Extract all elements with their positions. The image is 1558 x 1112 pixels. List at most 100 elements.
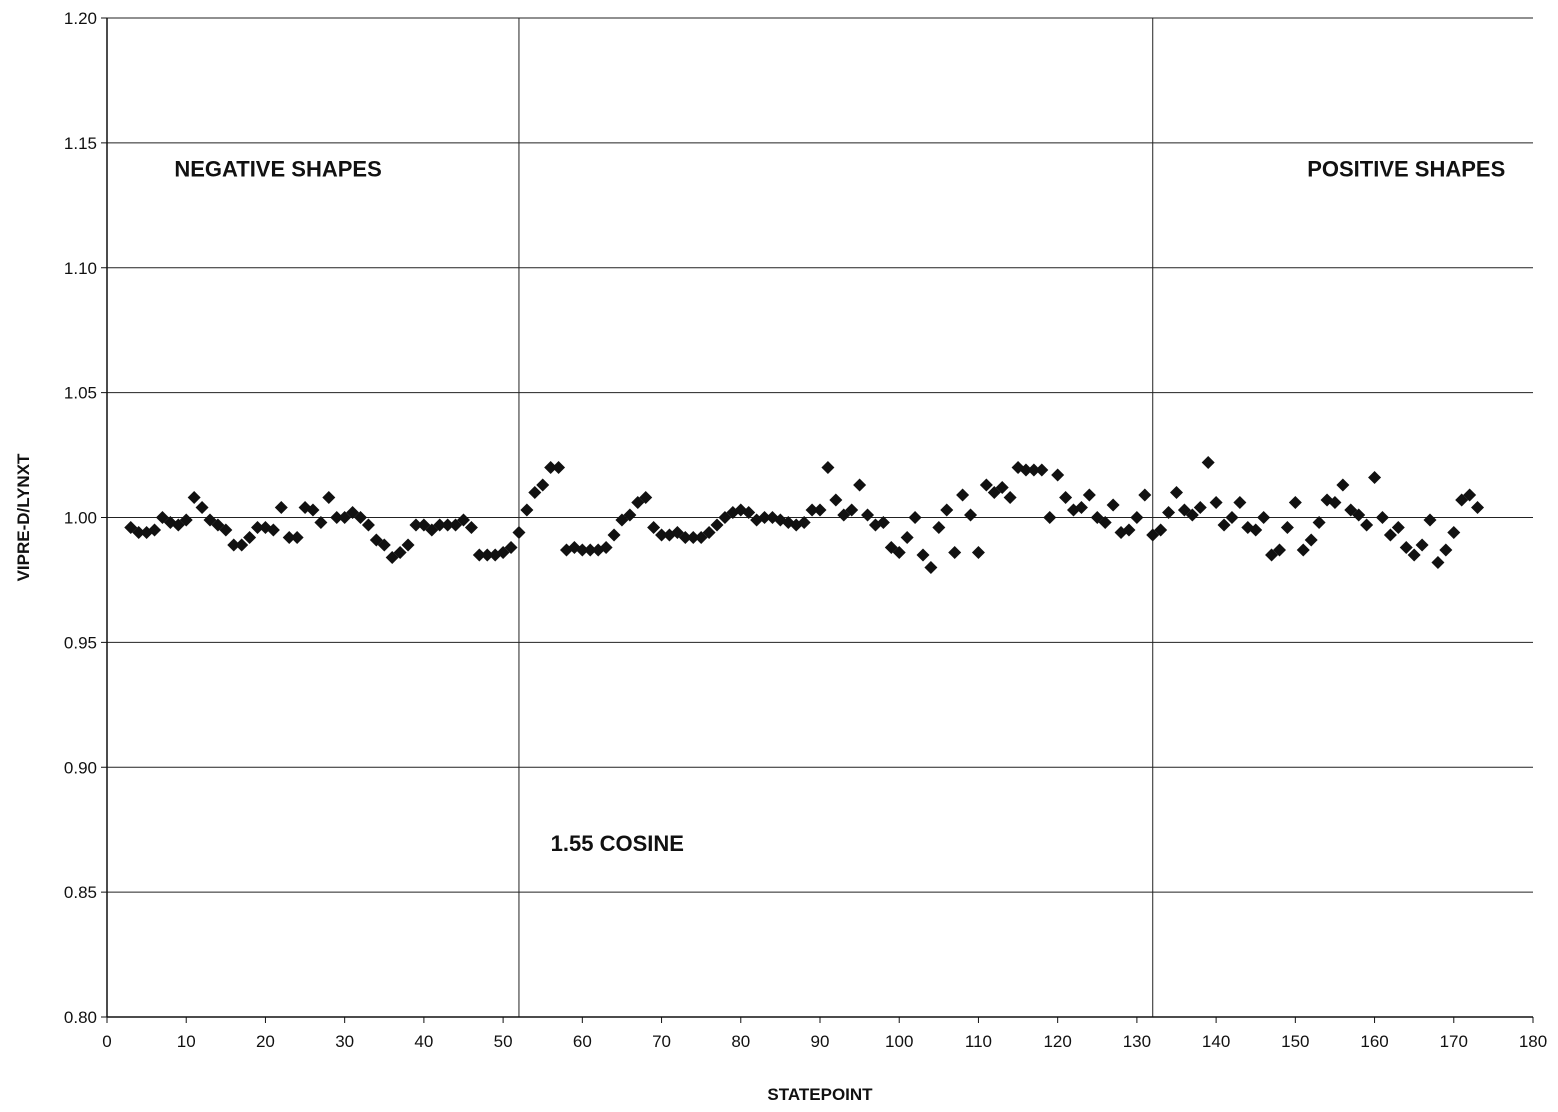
data-point bbox=[1368, 471, 1382, 485]
data-point bbox=[1352, 508, 1366, 522]
data-point bbox=[1059, 491, 1073, 505]
x-tick-label: 160 bbox=[1360, 1032, 1388, 1051]
x-tick-label: 90 bbox=[811, 1032, 830, 1051]
data-point bbox=[1233, 496, 1247, 510]
data-point bbox=[1201, 456, 1215, 470]
data-point bbox=[409, 518, 423, 532]
data-point bbox=[1280, 520, 1294, 534]
data-point bbox=[805, 503, 819, 517]
data-point bbox=[1122, 523, 1136, 537]
data-point bbox=[512, 525, 526, 539]
data-point bbox=[441, 518, 455, 532]
y-tick-label: 0.90 bbox=[64, 758, 97, 777]
data-point bbox=[639, 491, 653, 505]
data-point bbox=[979, 478, 993, 492]
data-point bbox=[377, 538, 391, 552]
data-point bbox=[956, 488, 970, 502]
data-point bbox=[1193, 501, 1207, 515]
x-tick-label: 70 bbox=[652, 1032, 671, 1051]
data-point bbox=[1154, 523, 1168, 537]
x-tick-label: 120 bbox=[1043, 1032, 1071, 1051]
data-point bbox=[306, 503, 320, 517]
data-point bbox=[853, 478, 867, 492]
data-point bbox=[504, 540, 518, 554]
data-point bbox=[1328, 496, 1342, 510]
data-point bbox=[1463, 488, 1477, 502]
data-point bbox=[1130, 511, 1144, 524]
data-point bbox=[948, 545, 962, 559]
x-tick-label: 130 bbox=[1123, 1032, 1151, 1051]
data-point bbox=[599, 540, 613, 554]
data-point bbox=[1360, 518, 1374, 532]
data-point bbox=[876, 515, 890, 529]
data-point bbox=[821, 461, 835, 475]
data-points bbox=[124, 456, 1485, 574]
y-tick-label: 0.85 bbox=[64, 883, 97, 902]
x-tick-label: 110 bbox=[965, 1032, 992, 1051]
data-point bbox=[1074, 501, 1088, 515]
data-point bbox=[583, 543, 597, 557]
data-point bbox=[219, 523, 233, 537]
data-point bbox=[940, 503, 954, 517]
data-point bbox=[528, 486, 542, 500]
data-point bbox=[710, 518, 724, 532]
data-point bbox=[1391, 520, 1405, 534]
data-point bbox=[702, 525, 716, 539]
data-point bbox=[132, 525, 146, 539]
data-point bbox=[758, 511, 772, 524]
data-point bbox=[1471, 501, 1485, 515]
data-point bbox=[1415, 538, 1429, 552]
y-tick-label: 0.95 bbox=[64, 633, 97, 652]
data-point bbox=[813, 503, 827, 517]
gridlines bbox=[107, 17, 1533, 893]
data-point bbox=[845, 503, 859, 517]
data-point bbox=[607, 528, 621, 542]
data-point bbox=[829, 493, 843, 507]
data-point bbox=[1407, 548, 1421, 562]
data-point bbox=[1217, 518, 1231, 532]
data-point bbox=[401, 538, 415, 552]
data-point bbox=[1082, 488, 1096, 502]
data-point bbox=[1106, 498, 1120, 512]
data-point bbox=[1185, 508, 1199, 522]
y-axis-title: VIPRE-D/LYNXT bbox=[14, 453, 33, 581]
data-point bbox=[544, 461, 558, 475]
data-point bbox=[393, 545, 407, 559]
data-point bbox=[274, 501, 288, 515]
region-annotations: NEGATIVE SHAPES 1.55 COSINE POSITIVE SHAPE… bbox=[174, 157, 1505, 856]
data-point bbox=[433, 518, 447, 532]
x-tick-label: 180 bbox=[1519, 1032, 1547, 1051]
y-tick-label: 1.10 bbox=[64, 259, 97, 278]
data-point bbox=[1098, 515, 1112, 529]
data-point bbox=[1383, 528, 1397, 542]
data-point bbox=[892, 545, 906, 559]
data-point bbox=[1447, 525, 1461, 539]
data-point bbox=[290, 530, 304, 544]
y-tick-label: 0.80 bbox=[64, 1008, 97, 1027]
data-point bbox=[1312, 515, 1326, 529]
data-point bbox=[1019, 463, 1033, 477]
data-point bbox=[995, 481, 1009, 495]
data-point bbox=[1399, 540, 1413, 554]
data-point bbox=[480, 548, 494, 562]
data-point bbox=[1296, 543, 1310, 557]
data-point bbox=[1249, 523, 1263, 537]
region-annotation: POSITIVE SHAPES bbox=[1307, 157, 1505, 182]
data-point bbox=[1439, 543, 1453, 557]
data-point bbox=[971, 545, 985, 559]
data-point bbox=[1304, 533, 1318, 547]
data-point bbox=[1336, 478, 1350, 492]
data-point bbox=[354, 511, 368, 524]
data-point bbox=[1209, 496, 1223, 510]
data-point bbox=[1170, 486, 1183, 500]
data-point bbox=[1035, 463, 1049, 477]
data-point bbox=[195, 501, 209, 515]
data-point bbox=[464, 520, 478, 534]
data-point bbox=[686, 530, 700, 544]
data-point bbox=[1257, 511, 1271, 524]
axis-ticks: 0.80 0.85 0.90 0.95 1.00 1.05 1.10 1.15 1.20 0 10 2… bbox=[64, 9, 1547, 1051]
data-point bbox=[647, 520, 661, 534]
data-point bbox=[1375, 511, 1389, 524]
